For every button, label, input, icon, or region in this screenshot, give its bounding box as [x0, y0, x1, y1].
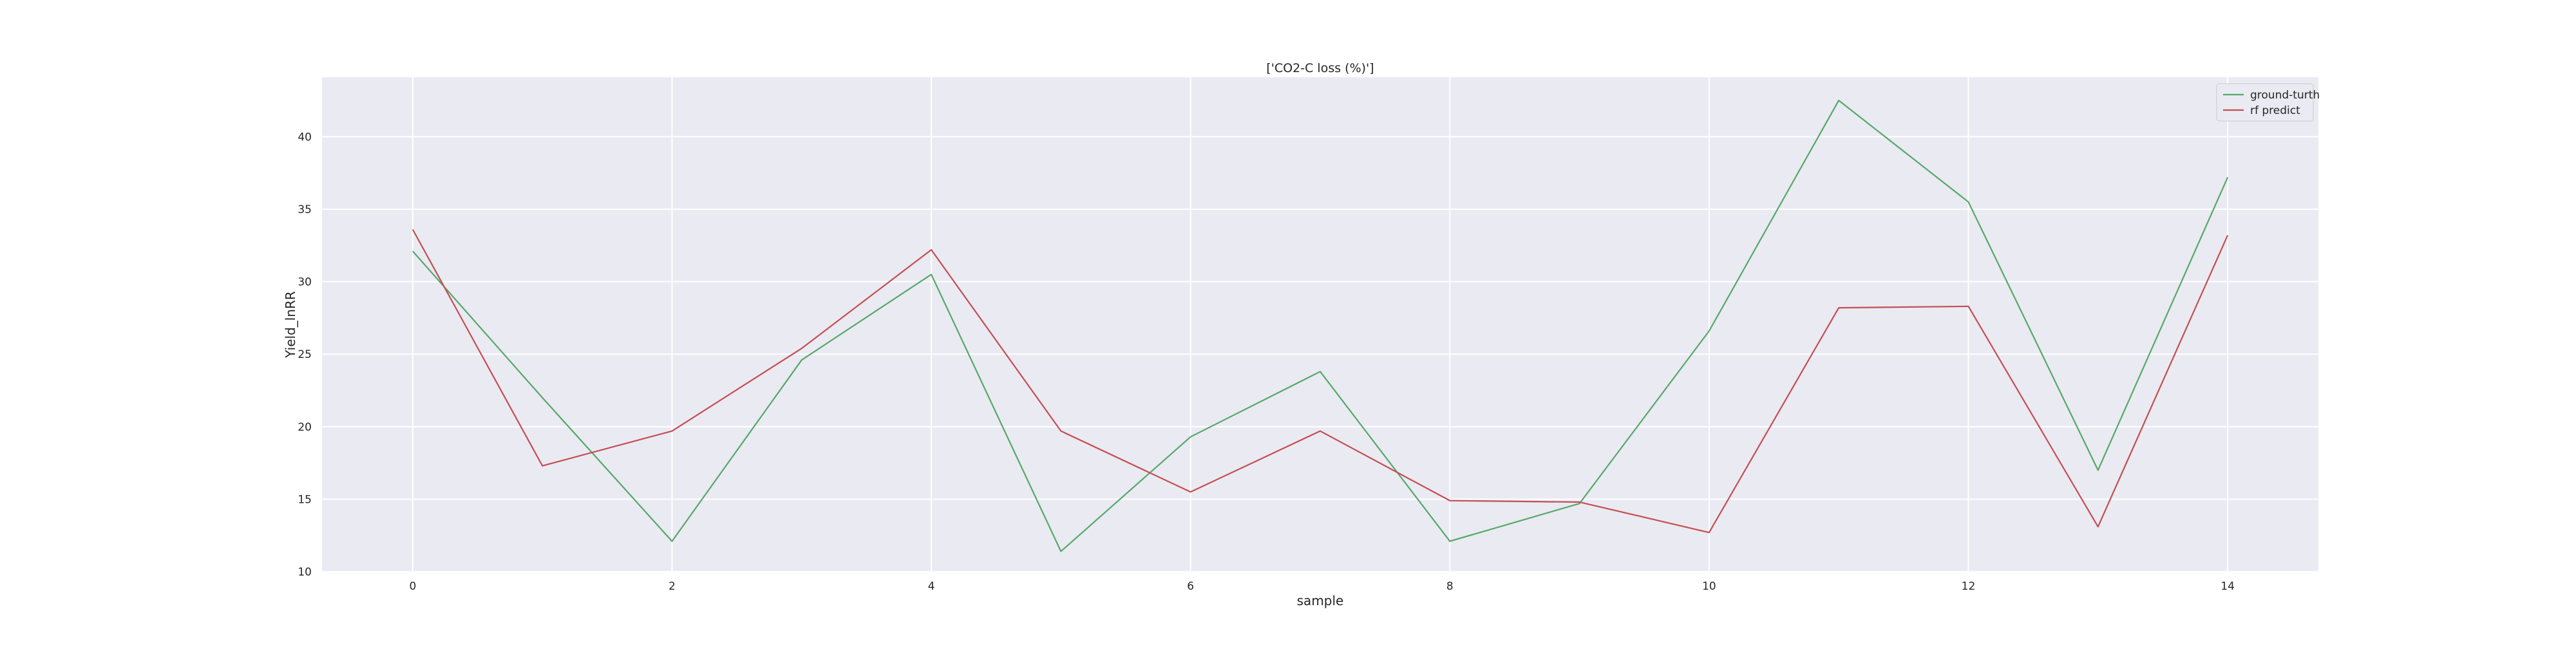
- plot-background: [322, 77, 2318, 572]
- grid-lines: [322, 77, 2318, 572]
- legend-box: [2216, 83, 2314, 122]
- x-tick-label: 14: [2221, 580, 2235, 593]
- y-tick-label: 40: [298, 131, 312, 144]
- legend: ground-turth rf predict: [2216, 83, 2320, 122]
- series-lines: [412, 99, 2229, 552]
- x-tick-labels: 0 2 4 6 8 10 12 14: [409, 580, 2234, 593]
- x-tick-label: 6: [1187, 580, 1194, 593]
- y-tick-label: 35: [298, 203, 312, 216]
- series-line: [412, 99, 2229, 552]
- x-axis-label: sample: [1297, 593, 1344, 608]
- x-tick-label: 8: [1446, 580, 1454, 593]
- y-tick-labels: 10 15 20 25 30 35 40: [298, 131, 312, 579]
- x-tick-label: 0: [409, 580, 416, 593]
- x-tick-label: 2: [668, 580, 676, 593]
- y-tick-label: 30: [298, 276, 312, 289]
- x-tick-label: 10: [1702, 580, 1716, 593]
- series-line: [412, 229, 2229, 534]
- legend-label: ground-turth: [2250, 89, 2320, 102]
- y-tick-label: 15: [298, 493, 312, 506]
- y-axis-label: Yield_lnRR: [283, 291, 298, 359]
- x-tick-label: 4: [928, 580, 935, 593]
- y-tick-label: 25: [298, 348, 312, 361]
- x-tick-label: 12: [1962, 580, 1976, 593]
- chart-title: ['CO2-C loss (%)']: [1266, 61, 1374, 75]
- y-tick-label: 20: [298, 421, 312, 434]
- legend-label: rf predict: [2250, 104, 2300, 117]
- y-tick-label: 10: [298, 566, 312, 579]
